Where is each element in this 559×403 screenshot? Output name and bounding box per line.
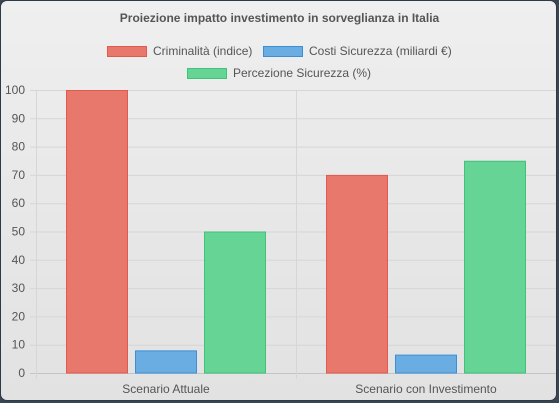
y-tick-label-20: 20 (12, 309, 26, 323)
y-tick-label-80: 80 (12, 140, 26, 154)
legend-swatch-criminalita (107, 45, 147, 57)
x-tick-label-0: Scenario Attuale (122, 382, 210, 396)
y-tick-label-90: 90 (12, 111, 26, 125)
y-tick-label-30: 30 (12, 281, 26, 295)
y-tick-label-60: 60 (12, 196, 26, 210)
y-tick-label-10: 10 (12, 338, 26, 352)
chart-title: Proiezione impatto investimento in sorve… (119, 11, 440, 25)
bar-percezione-0[interactable] (204, 231, 266, 374)
y-tick-label-40: 40 (12, 253, 26, 267)
y-tick-label-0: 0 (18, 366, 25, 380)
legend-item-costi[interactable]: Costi Sicurezza (miliardi €) (263, 44, 452, 58)
bar-costi-0[interactable] (135, 350, 197, 374)
bar-criminalita-1[interactable] (326, 174, 388, 374)
legend-label-criminalita: Criminalità (indice) (153, 44, 253, 58)
y-tick-label-100: 100 (5, 83, 25, 97)
bar-percezione-1[interactable] (464, 160, 526, 374)
bar-costi-1[interactable] (395, 354, 457, 374)
legend-swatch-costi (263, 45, 303, 57)
x-tick-label-1: Scenario con Investimento (355, 382, 497, 396)
y-tick-label-70: 70 (12, 168, 26, 182)
legend-swatch-percezione (187, 67, 227, 79)
legend-item-percezione[interactable]: Percezione Sicurezza (%) (187, 66, 371, 80)
legend-label-percezione: Percezione Sicurezza (%) (233, 66, 372, 80)
legend-item-criminalita[interactable]: Criminalità (indice) (107, 44, 252, 58)
bar-criminalita-0[interactable] (66, 90, 128, 374)
y-tick-label-50: 50 (12, 225, 26, 239)
legend-label-costi: Costi Sicurezza (miliardi €) (309, 44, 452, 58)
